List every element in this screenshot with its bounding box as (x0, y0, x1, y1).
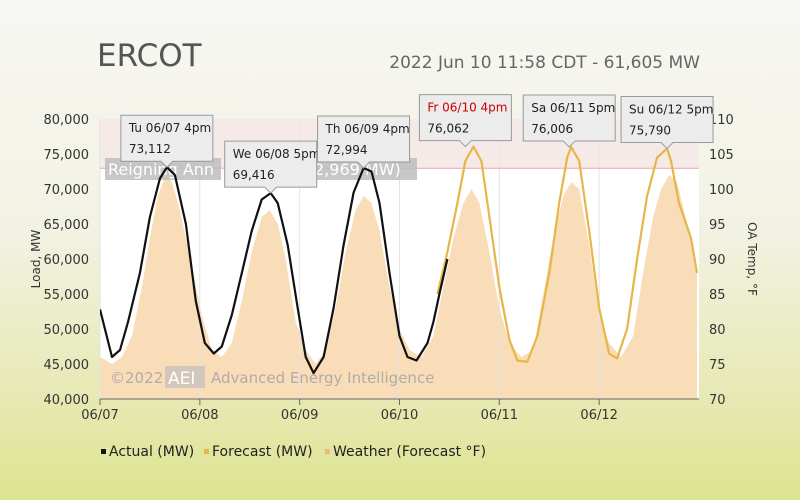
callout-box (317, 115, 411, 169)
y2-tick-label: 105 (709, 148, 734, 163)
y2-tick-label: 85 (709, 288, 726, 303)
y-tick-label: 65,000 (44, 218, 90, 233)
weather-area (100, 175, 698, 399)
x-tick-label: 06/10 (381, 408, 418, 423)
legend-swatch (325, 449, 330, 454)
callout-label: Th 06/09 4pm (325, 122, 410, 136)
record-label-end: 2,969 MW) (314, 160, 401, 179)
y-tick-label: 80,000 (44, 113, 90, 128)
callout-value: 73,112 (129, 142, 171, 156)
callout-box (418, 94, 512, 148)
legend-label: Forecast (MW) (212, 444, 313, 460)
callout-box (224, 140, 318, 194)
y-tick-label: 40,000 (44, 393, 90, 408)
peak-callout: Fr 06/10 4pm 76,062 (418, 94, 512, 148)
x-tick-label: 06/12 (580, 408, 617, 423)
callout-label: Su 06/12 5pm (629, 102, 713, 116)
callout-value: 69,416 (233, 168, 275, 182)
callout-label: Fr 06/10 4pm (427, 101, 507, 115)
callout-value: 76,062 (427, 122, 469, 136)
y-tick-label: 60,000 (44, 253, 90, 268)
record-label: Reigning Ann (108, 160, 214, 179)
legend-swatch (204, 449, 209, 454)
x-tick-label: 06/07 (81, 408, 118, 423)
x-tick-label: 06/09 (281, 408, 318, 423)
y-tick-label: 50,000 (44, 323, 90, 338)
y2-tick-label: 95 (709, 218, 726, 233)
callout-value: 72,994 (326, 143, 368, 157)
y2-tick-label: 70 (709, 393, 726, 408)
record-label-bg (105, 158, 221, 180)
callout-label: We 06/08 5pm (233, 147, 321, 161)
y-tick-label: 70,000 (44, 183, 90, 198)
y2-axis-label: OA Temp, °F (745, 222, 759, 296)
page-title: ERCOT (97, 38, 202, 74)
status-timestamp: 2022 Jun 10 11:58 CDT - 61,605 MW (389, 53, 700, 73)
watermark-logo: AEI (168, 369, 195, 389)
callout-label: Sa 06/11 5pm (531, 101, 615, 115)
y-tick-label: 45,000 (44, 358, 90, 373)
peak-callout: Tu 06/07 4pm 73,112 (120, 114, 214, 168)
peak-callout: Sa 06/11 5pm 76,006 (522, 94, 616, 148)
callout-label: Tu 06/07 4pm (128, 121, 211, 135)
legend-swatch (101, 449, 106, 454)
watermark-name: Advanced Energy Intelligence (211, 369, 434, 387)
watermark-year: ©2022 (110, 369, 163, 387)
y-tick-label: 75,000 (44, 148, 90, 163)
watermark-logo-bg (165, 366, 205, 388)
y-tick-label: 55,000 (44, 288, 90, 303)
legend-label: Weather (Forecast °F) (333, 444, 486, 460)
callout-value: 75,790 (629, 123, 671, 137)
y2-tick-label: 90 (709, 253, 726, 268)
y2-tick-label: 100 (709, 183, 734, 198)
forecast-line (436, 145, 699, 363)
legend-label: Actual (MW) (109, 444, 194, 460)
callout-value: 76,006 (531, 122, 573, 136)
y2-tick-label: 110 (709, 113, 734, 128)
callout-box (522, 94, 616, 148)
actual-line (100, 166, 449, 375)
peak-callout: Su 06/12 5pm 75,790 (620, 95, 714, 150)
y2-tick-label: 75 (709, 358, 726, 373)
callout-box (120, 114, 214, 168)
y2-tick-label: 80 (709, 323, 726, 338)
callout-box (620, 95, 714, 150)
x-tick-label: 06/08 (181, 408, 218, 423)
peak-callout: We 06/08 5pm 69,416 (224, 140, 321, 194)
y-axis-label: Load, MW (29, 230, 43, 289)
x-tick-label: 06/11 (481, 408, 518, 423)
peak-callout: Th 06/09 4pm 72,994 (317, 115, 411, 169)
